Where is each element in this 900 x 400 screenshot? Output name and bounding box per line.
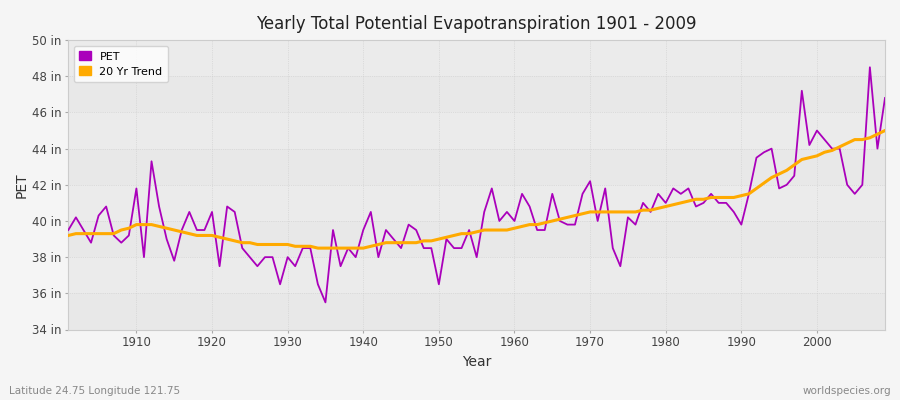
20 Yr Trend: [290, 244, 301, 249]
X-axis label: Year: Year: [462, 355, 491, 369]
Line: 20 Yr Trend: 20 Yr Trend: [68, 130, 885, 248]
PET: [517, 192, 527, 196]
PET: [509, 218, 520, 223]
20 Yr Trend: [312, 246, 323, 250]
PET: [63, 228, 74, 232]
Bar: [68, 257, 885, 293]
20 Yr Trend: [517, 224, 527, 229]
Bar: [68, 76, 885, 112]
Bar: [68, 293, 885, 330]
PET: [343, 246, 354, 250]
Bar: [68, 149, 885, 185]
Bar: [68, 112, 885, 149]
PET: [123, 233, 134, 238]
Y-axis label: PET: PET: [15, 172, 29, 198]
20 Yr Trend: [509, 226, 520, 231]
PET: [879, 96, 890, 100]
PET: [865, 65, 876, 70]
20 Yr Trend: [123, 226, 134, 231]
Line: PET: PET: [68, 67, 885, 302]
Title: Yearly Total Potential Evapotranspiration 1901 - 2009: Yearly Total Potential Evapotranspiratio…: [256, 15, 697, 33]
Text: Latitude 24.75 Longitude 121.75: Latitude 24.75 Longitude 121.75: [9, 386, 180, 396]
20 Yr Trend: [63, 233, 74, 238]
20 Yr Trend: [879, 128, 890, 133]
Text: worldspecies.org: worldspecies.org: [803, 386, 891, 396]
PET: [608, 246, 618, 250]
PET: [320, 300, 331, 305]
PET: [290, 264, 301, 268]
Bar: [68, 185, 885, 221]
Bar: [68, 221, 885, 257]
20 Yr Trend: [343, 246, 354, 250]
Bar: [68, 40, 885, 76]
Legend: PET, 20 Yr Trend: PET, 20 Yr Trend: [74, 46, 168, 82]
20 Yr Trend: [608, 210, 618, 214]
